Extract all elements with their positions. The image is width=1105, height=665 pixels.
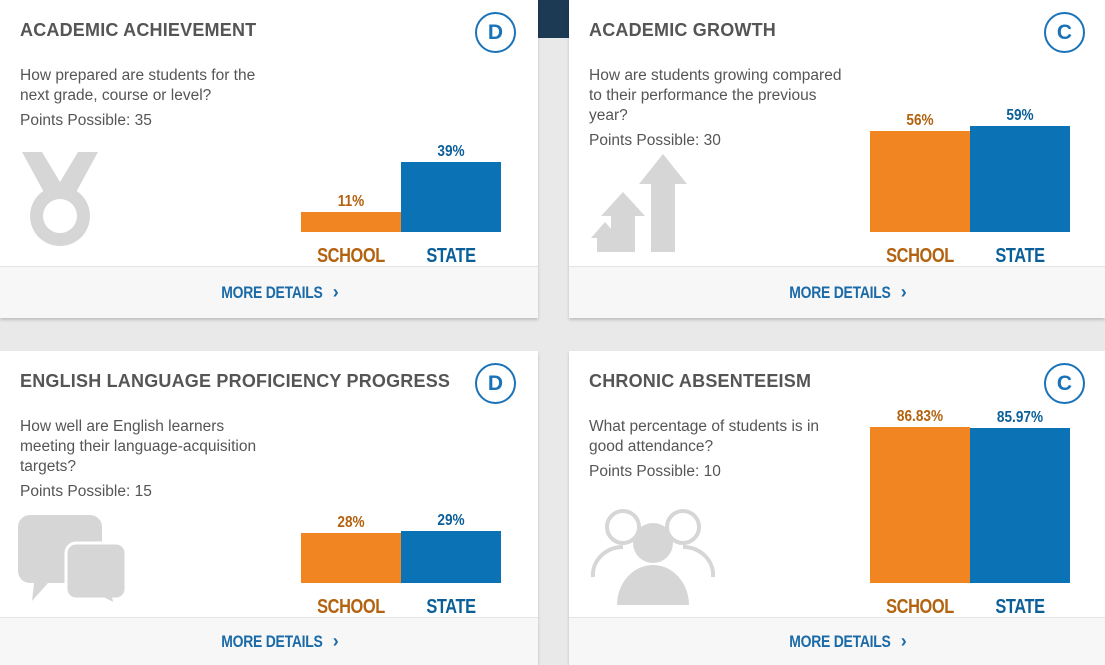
growth-arrows-icon — [589, 152, 689, 259]
category-label-school: SCHOOL — [886, 596, 954, 618]
more-details-label: MORE DETAILS — [789, 631, 891, 651]
card-title: CHRONIC ABSENTEEISM — [589, 371, 812, 391]
grade-badge: D — [475, 363, 516, 404]
header-accent — [538, 0, 569, 38]
bar-school — [301, 212, 401, 232]
medal-icon — [22, 152, 98, 259]
value-label-state: 85.97% — [996, 409, 1044, 427]
category-label-state: STATE — [995, 245, 1045, 267]
category-label-state: STATE — [995, 596, 1045, 618]
question-text: How are students growing compared to the… — [589, 67, 842, 124]
question-text: How prepared are students for the next g… — [20, 67, 256, 104]
category-label-state: STATE — [426, 245, 476, 267]
bar-state — [970, 125, 1070, 232]
question-text: What percentage of students is in good a… — [589, 418, 820, 455]
card-question: How are students growing compared to the… — [589, 66, 851, 151]
more-details-label: MORE DETAILS — [221, 282, 323, 302]
bar-state — [401, 161, 501, 232]
points-possible: Points Possible: 30 — [589, 132, 721, 149]
more-details-link[interactable]: MORE DETAILS › — [767, 282, 907, 303]
value-label-state: 39% — [437, 142, 465, 160]
bar-chart: 28% 29% SCHOOL STATE — [301, 351, 502, 621]
value-label-school: 28% — [337, 513, 365, 531]
grade-badge: D — [475, 12, 516, 53]
more-details-link[interactable]: MORE DETAILS › — [199, 282, 339, 303]
card-title: ACADEMIC GROWTH — [589, 20, 776, 40]
category-label-state: STATE — [426, 596, 476, 618]
bar-school — [301, 532, 401, 583]
value-label-state: 59% — [1006, 106, 1034, 124]
card-footer: MORE DETAILS › — [0, 266, 538, 318]
people-group-icon — [589, 503, 717, 612]
bar-state — [401, 530, 501, 583]
card-question: How prepared are students for the next g… — [20, 66, 282, 131]
card-footer: MORE DETAILS › — [569, 617, 1105, 665]
value-label-school: 56% — [906, 112, 934, 130]
more-details-link[interactable]: MORE DETAILS › — [767, 631, 907, 652]
category-label-school: SCHOOL — [317, 245, 385, 267]
points-possible: Points Possible: 35 — [20, 112, 152, 129]
chevron-right-icon: › — [900, 631, 907, 651]
card-title: ENGLISH LANGUAGE PROFICIENCY PROGRESS — [20, 371, 451, 391]
question-text: How well are English learners meeting th… — [20, 418, 257, 475]
value-label-school: 86.83% — [896, 407, 944, 425]
chevron-right-icon: › — [332, 631, 339, 651]
card-academic-achievement: ACADEMIC ACHIEVEMENT D How prepared are … — [0, 0, 538, 318]
card-footer: MORE DETAILS › — [0, 617, 538, 665]
more-details-link[interactable]: MORE DETAILS › — [199, 631, 339, 652]
card-footer: MORE DETAILS › — [569, 266, 1105, 318]
points-possible: Points Possible: 15 — [20, 483, 152, 500]
card-chronic-absenteeism: CHRONIC ABSENTEEISM C What percentage of… — [569, 351, 1105, 665]
category-label-school: SCHOOL — [317, 596, 385, 618]
card-title: ACADEMIC ACHIEVEMENT — [20, 20, 257, 40]
bar-school — [870, 131, 970, 232]
card-academic-growth: ACADEMIC GROWTH C How are students growi… — [569, 0, 1105, 318]
value-label-school: 11% — [337, 193, 365, 211]
grade-badge: C — [1044, 12, 1085, 53]
chat-bubbles-icon — [18, 513, 128, 610]
more-details-label: MORE DETAILS — [221, 631, 323, 651]
bar-chart: 56% 59% SCHOOL STATE — [870, 0, 1071, 270]
card-question: How well are English learners meeting th… — [20, 417, 282, 502]
more-details-label: MORE DETAILS — [789, 282, 891, 302]
bar-state — [970, 428, 1070, 583]
category-label-school: SCHOOL — [886, 245, 954, 267]
grade-badge: C — [1044, 363, 1085, 404]
chevron-right-icon: › — [332, 282, 339, 302]
card-question: What percentage of students is in good a… — [589, 417, 851, 482]
bar-school — [870, 426, 970, 583]
bar-chart: 11% 39% SCHOOL STATE — [301, 0, 502, 270]
value-label-state: 29% — [437, 511, 465, 529]
card-english-language-proficiency: ENGLISH LANGUAGE PROFICIENCY PROGRESS D … — [0, 351, 538, 665]
points-possible: Points Possible: 10 — [589, 463, 721, 480]
bar-chart: 86.83% 85.97% SCHOOL STATE — [870, 351, 1071, 621]
chevron-right-icon: › — [900, 282, 907, 302]
